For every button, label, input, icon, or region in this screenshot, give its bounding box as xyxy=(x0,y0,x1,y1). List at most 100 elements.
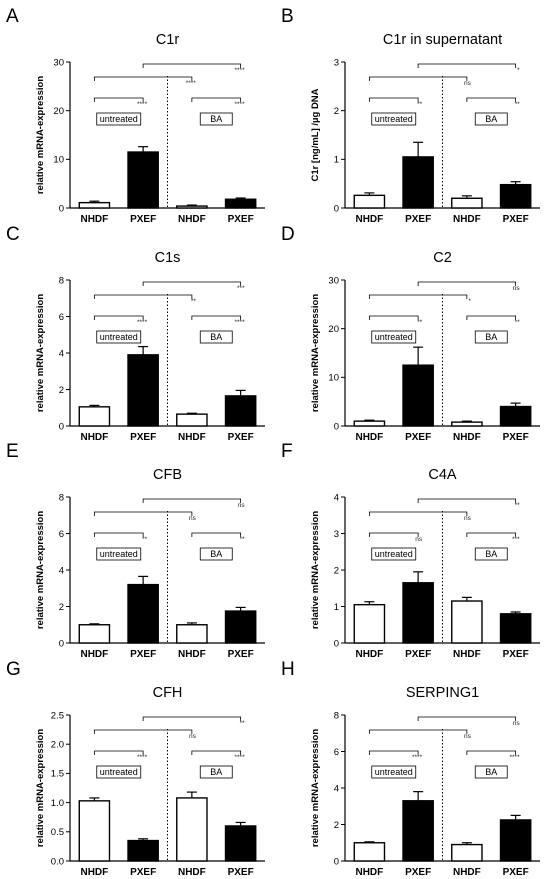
panel-h: H SERPING1 relative mRNA-expression 0 2 4 6 8 NH… xyxy=(281,659,540,878)
bracket-line xyxy=(368,532,419,537)
bar xyxy=(176,413,208,427)
bracket-line xyxy=(93,294,193,299)
significance-label: **** xyxy=(137,319,148,326)
significance-label: *** xyxy=(237,285,245,292)
bracket-right: **** xyxy=(191,750,245,761)
category-label: PXEF xyxy=(503,867,529,878)
y-axis-label: relative mRNA-expression xyxy=(310,511,321,629)
category-label: NHDF xyxy=(453,867,481,878)
group-label-ba: BA xyxy=(210,549,222,559)
group-label-ba: BA xyxy=(485,332,497,342)
category-label: NHDF xyxy=(453,649,481,660)
bar xyxy=(127,583,159,644)
bracket-line xyxy=(191,532,242,537)
panel-title: C2 xyxy=(433,250,452,266)
group-label-untreated: untreated xyxy=(375,114,413,124)
bracket-right: **** xyxy=(191,315,245,326)
y-tick-label: 2 xyxy=(334,820,339,831)
bracket-line xyxy=(93,76,193,81)
significance-label: * xyxy=(517,67,520,74)
bar xyxy=(451,421,483,427)
bracket-line xyxy=(93,315,144,320)
significance-label: ns xyxy=(238,502,246,509)
bar xyxy=(402,156,434,209)
bracket-line xyxy=(142,498,242,503)
bracket-top: ** xyxy=(417,498,520,509)
group-label-untreated: untreated xyxy=(375,767,413,777)
bracket-line xyxy=(417,498,517,503)
category-label: PXEF xyxy=(228,432,254,443)
bar xyxy=(353,420,386,427)
category-label: NHDF xyxy=(80,214,108,225)
bracket-left: ns xyxy=(368,532,423,543)
bracket-left: **** xyxy=(93,97,148,108)
bar xyxy=(402,364,434,427)
bracket-right: ** xyxy=(466,315,520,326)
bracket-line xyxy=(466,315,517,320)
panel-title: CFH xyxy=(153,685,183,701)
bracket-mid: ** xyxy=(93,294,197,305)
category-label: PXEF xyxy=(130,867,156,878)
significance-label: ns xyxy=(513,285,521,292)
significance-label: **** xyxy=(235,67,246,74)
y-axis-label: relative mRNA-expression xyxy=(310,729,321,847)
y-tick-label: 3 xyxy=(334,57,339,68)
category-label: NHDF xyxy=(355,649,383,660)
panel-c: C C1s relative mRNA-expression 0 2 4 6 8 NHDF PXE… xyxy=(6,224,265,443)
significance-label: ns xyxy=(415,536,423,543)
panel-title: C1r xyxy=(156,32,180,48)
panel-title: SERPING1 xyxy=(406,685,479,701)
bracket-line xyxy=(466,532,517,537)
category-label: NHDF xyxy=(178,649,206,660)
bracket-top: **** xyxy=(142,63,246,74)
group-box-ba xyxy=(474,330,508,344)
bracket-line xyxy=(368,750,419,755)
panel-d: D C2 relative mRNA-expression 0 10 20 30 NHDF PX… xyxy=(281,224,540,443)
y-tick-label: 0.0 xyxy=(51,856,64,867)
category-label: PXEF xyxy=(405,649,431,660)
category-label: NHDF xyxy=(80,867,108,878)
category-label: NHDF xyxy=(453,432,481,443)
group-label-untreated: untreated xyxy=(100,767,138,777)
significance-label: ** xyxy=(191,298,197,305)
category-label: PXEF xyxy=(405,867,431,878)
significance-label: ns xyxy=(464,80,472,87)
y-tick-label: 10 xyxy=(328,373,339,384)
bracket-mid: ns xyxy=(368,76,472,87)
bracket-line xyxy=(368,97,419,102)
panel-letter: D xyxy=(281,224,295,245)
y-tick-label: 0 xyxy=(334,638,339,649)
y-tick-label: 6 xyxy=(334,747,339,758)
bracket-line xyxy=(368,294,468,299)
y-tick-label: 2 xyxy=(59,385,64,396)
bar xyxy=(451,843,483,862)
category-label: NHDF xyxy=(178,432,206,443)
category-label: PXEF xyxy=(130,214,156,225)
significance-label: **** xyxy=(137,101,148,108)
panel-letter: A xyxy=(6,6,19,27)
panel-letter: G xyxy=(6,659,21,680)
group-box-ba xyxy=(474,112,508,126)
y-tick-label: 0 xyxy=(59,421,64,432)
bracket-line xyxy=(93,97,144,102)
significance-label: *** xyxy=(512,536,520,543)
bracket-left: ** xyxy=(93,532,148,543)
group-label-untreated: untreated xyxy=(375,549,413,559)
panel-title: C1r in supernatant xyxy=(383,32,502,48)
y-tick-label: 2 xyxy=(334,106,339,117)
y-axis-label: relative mRNA-expression xyxy=(35,76,46,194)
category-label: PXEF xyxy=(405,432,431,443)
bar xyxy=(353,603,386,644)
significance-label: ** xyxy=(240,720,246,727)
y-tick-label: 2.5 xyxy=(51,710,64,721)
panel-letter: H xyxy=(281,659,295,680)
group-box-untreated xyxy=(371,112,417,126)
panel-b: B C1r in supernatant C1r [ng/mL] /µg DNA 0 1… xyxy=(281,6,540,225)
group-box-untreated xyxy=(96,547,142,561)
significance-label: ns xyxy=(189,515,197,522)
y-tick-label: 8 xyxy=(59,492,64,503)
group-box-untreated xyxy=(96,765,142,779)
category-label: PXEF xyxy=(503,649,529,660)
group-label-ba: BA xyxy=(485,114,497,124)
